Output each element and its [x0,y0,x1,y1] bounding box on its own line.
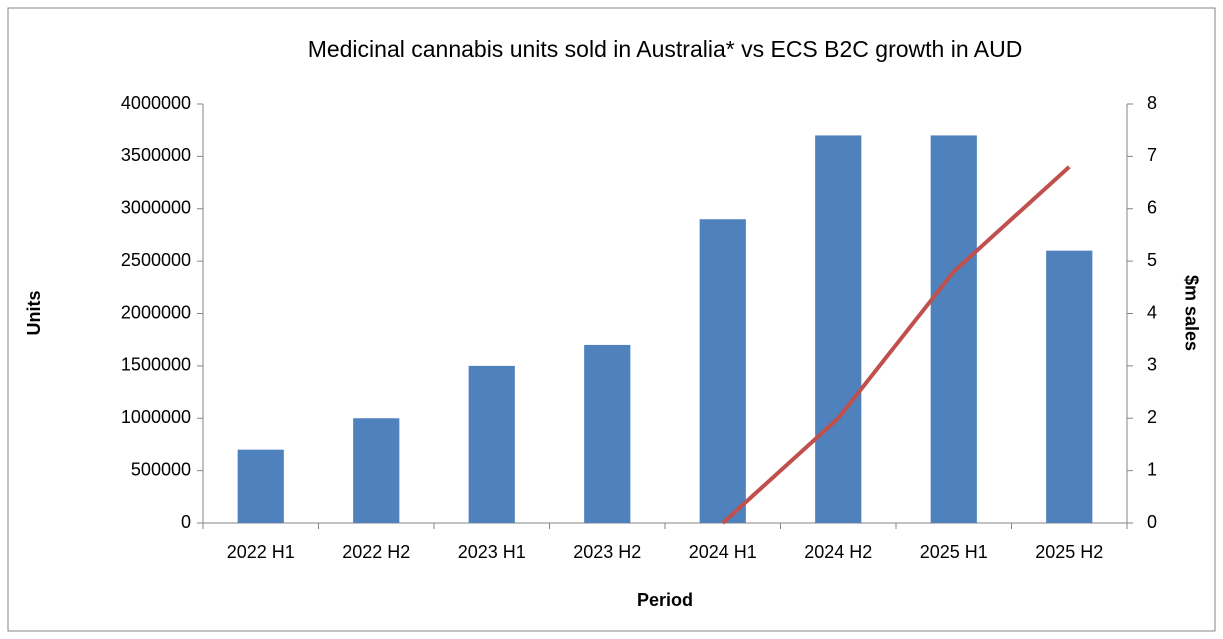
chart-border [7,7,1216,632]
line [721,165,1071,525]
y2-tick-label: 8 [1147,93,1157,113]
x-tick-label: 2025 H2 [1035,542,1103,562]
y2-tick-label: 6 [1147,198,1157,218]
y2-tick-label: 5 [1147,250,1157,270]
y2-tick-label: 7 [1147,145,1157,165]
bar [353,418,400,523]
x-tick-label: 2022 H1 [227,542,295,562]
y-tick-label: 2500000 [121,250,191,270]
y2-tick-label: 0 [1147,512,1157,532]
y2-tick-label: 1 [1147,459,1157,479]
x-tick-label: 2024 H1 [689,542,757,562]
bar [699,219,746,523]
y-tick-label: 1500000 [121,355,191,375]
bar [584,344,631,523]
x-axis-label: Period [637,590,693,610]
bar [815,135,862,524]
x-tick-label: 2023 H1 [458,542,526,562]
y2-tick-label: 4 [1147,302,1157,322]
y-tick-label: 1000000 [121,407,191,427]
x-tick-label: 2024 H2 [804,542,872,562]
y2-tick-label: 2 [1147,407,1157,427]
chart-title: Medicinal cannabis units sold in Austral… [308,36,1023,62]
bar [1046,250,1093,523]
y-tick-label: 500000 [131,459,191,479]
x-tick-label: 2023 H2 [573,542,641,562]
y-tick-label: 0 [181,512,191,532]
x-tick-label: 2022 H2 [342,542,410,562]
bar [930,135,977,524]
y2-tick-label: 3 [1147,355,1157,375]
bar [237,449,284,523]
y2-axis-label: $m sales [1181,275,1201,351]
x-tick-label: 2025 H1 [920,542,988,562]
y-axis-label: Units [24,291,44,336]
y-tick-label: 4000000 [121,93,191,113]
y-tick-label: 2000000 [121,302,191,322]
bar [468,365,515,523]
y-tick-label: 3000000 [121,198,191,218]
y-tick-label: 3500000 [121,145,191,165]
